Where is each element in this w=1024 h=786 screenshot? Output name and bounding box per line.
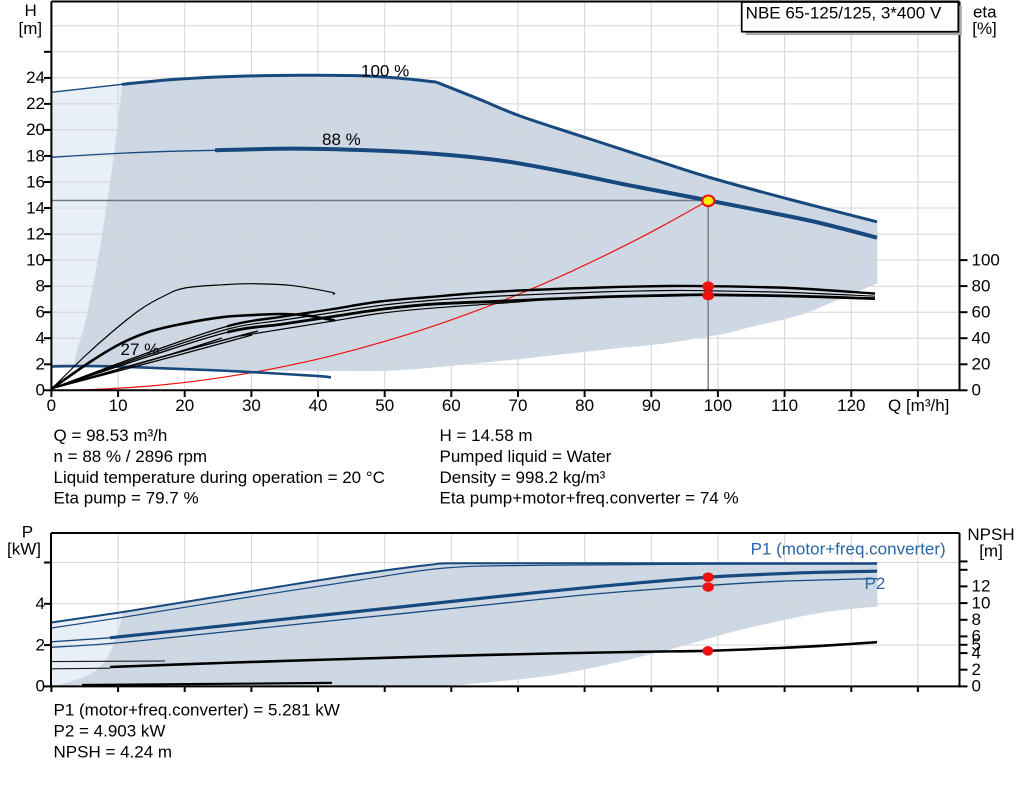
svg-text:NPSH: NPSH <box>967 525 1014 544</box>
svg-text:P1 (motor+freq.converter) = 5.: P1 (motor+freq.converter) = 5.281 kW <box>54 701 340 720</box>
svg-text:P2 = 4.903 kW: P2 = 4.903 kW <box>54 722 166 741</box>
svg-text:n = 88 % / 2896 rpm: n = 88 % / 2896 rpm <box>54 447 208 466</box>
svg-text:4: 4 <box>972 643 981 662</box>
svg-text:6: 6 <box>972 627 981 646</box>
svg-text:5: 5 <box>972 635 981 654</box>
svg-text:8: 8 <box>36 277 45 296</box>
svg-text:NBE 65-125/125, 3*400 V: NBE 65-125/125, 3*400 V <box>746 4 942 23</box>
svg-text:10: 10 <box>972 593 991 612</box>
svg-text:100 %: 100 % <box>361 62 409 81</box>
svg-text:27 %: 27 % <box>121 340 160 359</box>
svg-text:[kW]: [kW] <box>7 540 41 559</box>
svg-text:NPSH = 4.24 m: NPSH = 4.24 m <box>54 743 173 762</box>
svg-text:P: P <box>22 523 33 542</box>
svg-text:30: 30 <box>242 396 261 415</box>
svg-text:70: 70 <box>509 396 528 415</box>
svg-text:Q [m³/h]: Q [m³/h] <box>888 396 949 415</box>
svg-text:80: 80 <box>575 396 594 415</box>
svg-text:100: 100 <box>704 396 732 415</box>
svg-text:0: 0 <box>36 381 45 400</box>
svg-text:P1 (motor+freq.converter): P1 (motor+freq.converter) <box>751 540 946 559</box>
svg-text:eta: eta <box>973 3 997 22</box>
svg-text:H = 14.58 m: H = 14.58 m <box>440 426 533 445</box>
svg-text:90: 90 <box>642 396 661 415</box>
svg-text:14: 14 <box>26 198 45 217</box>
svg-text:2: 2 <box>36 355 45 374</box>
svg-text:60: 60 <box>442 396 461 415</box>
svg-text:H: H <box>25 1 37 20</box>
svg-text:110: 110 <box>771 396 798 415</box>
svg-text:Liquid temperature during oper: Liquid temperature during operation = 20… <box>54 468 385 487</box>
svg-text:P2: P2 <box>865 574 886 593</box>
svg-text:12: 12 <box>972 577 991 596</box>
svg-text:2: 2 <box>972 660 981 679</box>
svg-text:Density = 998.2 kg/m³: Density = 998.2 kg/m³ <box>440 468 606 487</box>
svg-text:4: 4 <box>36 329 45 348</box>
svg-text:50: 50 <box>375 396 394 415</box>
svg-text:88 %: 88 % <box>322 130 361 149</box>
svg-text:40: 40 <box>972 328 991 347</box>
svg-text:0: 0 <box>972 381 981 400</box>
svg-text:[m]: [m] <box>18 19 42 38</box>
svg-text:[m]: [m] <box>979 542 1003 561</box>
svg-text:18: 18 <box>26 146 45 165</box>
svg-text:20: 20 <box>26 120 45 139</box>
svg-text:10: 10 <box>26 250 45 269</box>
svg-text:Q = 98.53 m³/h: Q = 98.53 m³/h <box>54 426 168 445</box>
svg-text:22: 22 <box>26 94 45 113</box>
svg-text:120: 120 <box>837 396 865 415</box>
svg-text:8: 8 <box>972 610 981 629</box>
svg-text:2: 2 <box>36 635 45 654</box>
svg-text:0: 0 <box>36 677 45 696</box>
svg-text:10: 10 <box>109 396 128 415</box>
svg-text:6: 6 <box>36 303 45 322</box>
svg-text:Eta pump+motor+freq.converter: Eta pump+motor+freq.converter = 74 % <box>440 489 739 508</box>
svg-text:0: 0 <box>47 396 56 415</box>
svg-text:20: 20 <box>972 355 991 374</box>
svg-text:0: 0 <box>972 677 981 696</box>
svg-text:60: 60 <box>972 302 991 321</box>
svg-text:Eta pump = 79.7 %: Eta pump = 79.7 % <box>54 489 199 508</box>
svg-text:80: 80 <box>972 276 991 295</box>
svg-text:100: 100 <box>972 250 1000 269</box>
svg-text:4: 4 <box>36 594 45 613</box>
svg-text:Pumped liquid = Water: Pumped liquid = Water <box>440 447 612 466</box>
svg-text:24: 24 <box>26 68 45 87</box>
svg-text:20: 20 <box>175 396 194 415</box>
svg-text:40: 40 <box>309 396 328 415</box>
svg-text:[%]: [%] <box>972 19 997 38</box>
svg-text:16: 16 <box>26 172 45 191</box>
svg-text:12: 12 <box>26 224 45 243</box>
